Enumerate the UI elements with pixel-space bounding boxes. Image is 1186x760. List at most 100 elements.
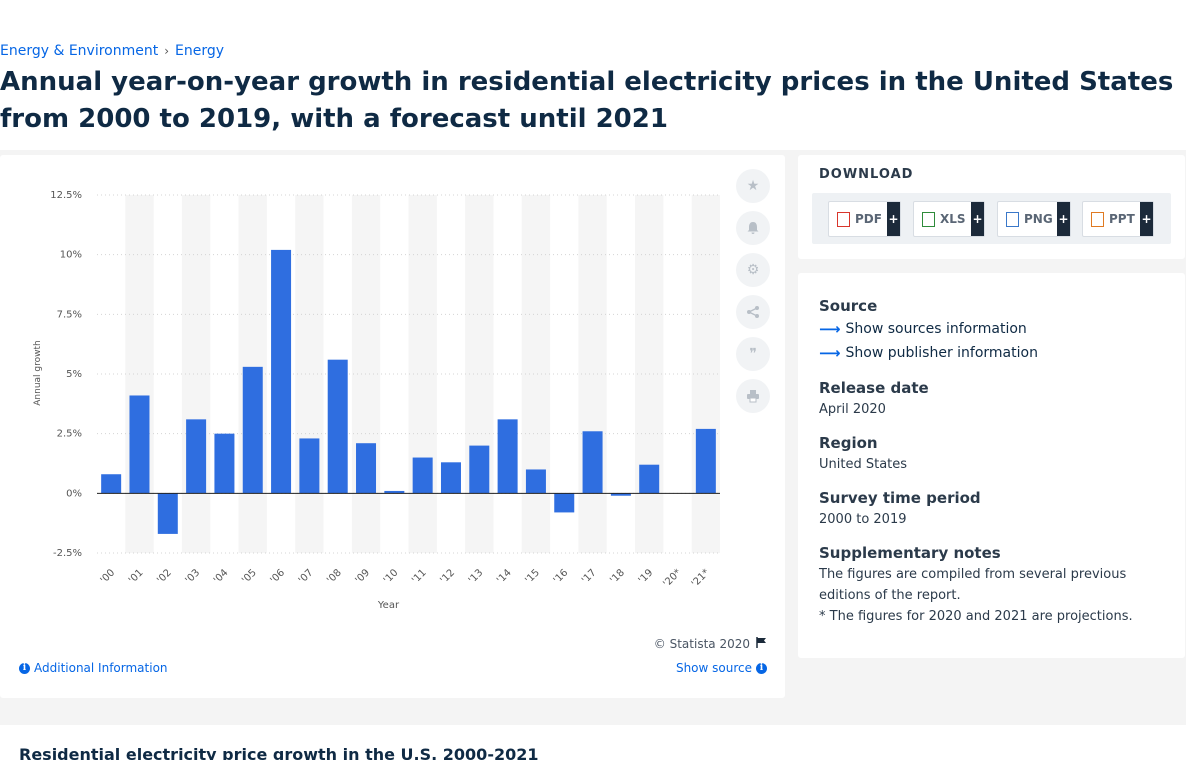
- download-card: DOWNLOAD PDF + XLS + PNG + PPT +: [798, 155, 1185, 259]
- x-tick-label: '15: [523, 567, 542, 586]
- x-axis-title: Year: [377, 600, 400, 611]
- xls-file-icon: [922, 211, 935, 227]
- x-tick-label: '20*: [661, 567, 683, 589]
- download-xls-button[interactable]: XLS +: [913, 201, 985, 237]
- x-tick-label: '02: [155, 567, 174, 586]
- download-ppt-label: PPT: [1109, 212, 1135, 226]
- arrow-right-icon: ⟶: [819, 320, 841, 338]
- page-title: Annual year-on-year growth in residentia…: [0, 67, 1174, 134]
- additional-information-label: Additional Information: [34, 661, 168, 675]
- info-icon: i: [756, 662, 767, 674]
- bar: [384, 490, 405, 494]
- source-label: Source: [819, 297, 878, 315]
- print-icon[interactable]: [736, 379, 770, 413]
- pdf-file-icon: [837, 211, 850, 227]
- ppt-file-icon: [1091, 211, 1104, 227]
- plus-icon[interactable]: +: [971, 202, 984, 236]
- supplementary-notes-text: The figures are compiled from several pr…: [819, 567, 1127, 603]
- bar: [101, 474, 122, 494]
- x-tick-label: '18: [608, 567, 627, 586]
- bar: [356, 443, 377, 494]
- survey-period-value: 2000 to 2019: [819, 512, 907, 527]
- x-tick-label: '16: [552, 567, 571, 586]
- bar: [129, 395, 150, 494]
- bar: [525, 469, 546, 494]
- x-tick-label: '13: [467, 567, 486, 586]
- bar: [610, 493, 631, 496]
- download-pdf-button[interactable]: PDF +: [828, 201, 901, 237]
- x-tick-label: '21*: [690, 567, 712, 589]
- grid-band: [351, 195, 381, 553]
- bell-icon[interactable]: [736, 211, 770, 245]
- breadcrumb: Energy & Environment › Energy: [0, 43, 224, 59]
- y-tick-label: 5%: [66, 369, 82, 380]
- x-tick-label: '00: [99, 567, 118, 586]
- plus-icon[interactable]: +: [1140, 202, 1153, 236]
- star-icon[interactable]: ★: [736, 169, 770, 203]
- additional-information-link[interactable]: i Additional Information: [19, 661, 168, 675]
- bar: [157, 493, 178, 534]
- png-file-icon: [1006, 211, 1019, 227]
- bar: [242, 366, 263, 494]
- bar: [695, 428, 716, 494]
- x-tick-label: '17: [580, 567, 599, 586]
- show-sources-label: Show sources information: [845, 321, 1027, 337]
- x-tick-label: '11: [410, 567, 429, 586]
- download-png-button[interactable]: PNG +: [997, 201, 1071, 237]
- flag-icon[interactable]: [756, 637, 767, 651]
- bar: [186, 419, 207, 494]
- grid-band: [578, 195, 607, 553]
- header-area: [0, 0, 1186, 150]
- x-tick-label: '06: [268, 567, 287, 586]
- related-statistic-title[interactable]: Residential electricity price growth in …: [19, 745, 539, 760]
- share-icon[interactable]: [736, 295, 770, 329]
- x-tick-label: '14: [495, 567, 514, 586]
- bar: [440, 462, 461, 494]
- breadcrumb-item-energy[interactable]: Energy: [175, 43, 225, 59]
- bar-chart: -2.5% 0% 2.5% 5% 7.5% 10% 12.5% '00 '01 '02 '03 '04…: [33, 190, 720, 611]
- copyright-text: © Statista 2020: [653, 637, 750, 651]
- plus-icon[interactable]: +: [887, 202, 900, 236]
- projection-note: * The figures for 2020 and 2021 are proj…: [819, 609, 1133, 624]
- bar: [412, 457, 433, 494]
- y-tick-label: 7.5%: [57, 309, 82, 320]
- bar: [271, 249, 292, 494]
- show-sources-link[interactable]: ⟶ Show sources information: [819, 320, 1027, 338]
- arrow-right-icon: ⟶: [819, 344, 841, 362]
- show-source-link[interactable]: Show source i: [676, 661, 767, 675]
- bar: [299, 438, 320, 494]
- supplementary-notes-label: Supplementary notes: [819, 544, 1001, 562]
- x-tick-label: '07: [297, 567, 316, 586]
- release-date-label: Release date: [819, 379, 929, 397]
- show-publisher-link[interactable]: ⟶ Show publisher information: [819, 344, 1038, 362]
- bar: [554, 493, 575, 513]
- y-tick-label: 10%: [60, 250, 82, 261]
- plus-icon[interactable]: +: [1057, 202, 1070, 236]
- copyright: © Statista 2020: [654, 637, 767, 651]
- bar: [497, 419, 518, 494]
- x-tick-label: '12: [438, 567, 457, 586]
- x-tick-label: '10: [382, 567, 401, 586]
- show-source-label: Show source: [675, 661, 752, 675]
- x-tick-label: '04: [212, 567, 231, 586]
- bar: [469, 445, 490, 494]
- x-tick-label: '08: [325, 567, 344, 586]
- bar: [639, 464, 660, 494]
- x-tick-label: '03: [184, 567, 203, 586]
- download-pdf-label: PDF: [855, 212, 882, 226]
- region-label: Region: [819, 434, 878, 452]
- grid-band: [408, 195, 437, 553]
- download-xls-label: XLS: [940, 212, 966, 226]
- info-icon: i: [19, 662, 30, 674]
- download-png-label: PNG: [1024, 212, 1053, 226]
- y-tick-label: 2.5%: [57, 429, 82, 440]
- release-date-value: April 2020: [819, 402, 886, 417]
- download-ppt-button[interactable]: PPT +: [1082, 201, 1154, 237]
- quote-icon[interactable]: ❞: [736, 337, 770, 371]
- gear-icon[interactable]: ⚙: [736, 253, 770, 287]
- breadcrumb-separator: ›: [164, 44, 170, 58]
- y-axis-title: Annual growth: [33, 340, 43, 405]
- breadcrumb-item-energy-environment[interactable]: Energy & Environment: [0, 43, 159, 59]
- related-statistic-card: Residential electricity price growth in …: [0, 725, 1186, 760]
- survey-period-label: Survey time period: [819, 489, 981, 507]
